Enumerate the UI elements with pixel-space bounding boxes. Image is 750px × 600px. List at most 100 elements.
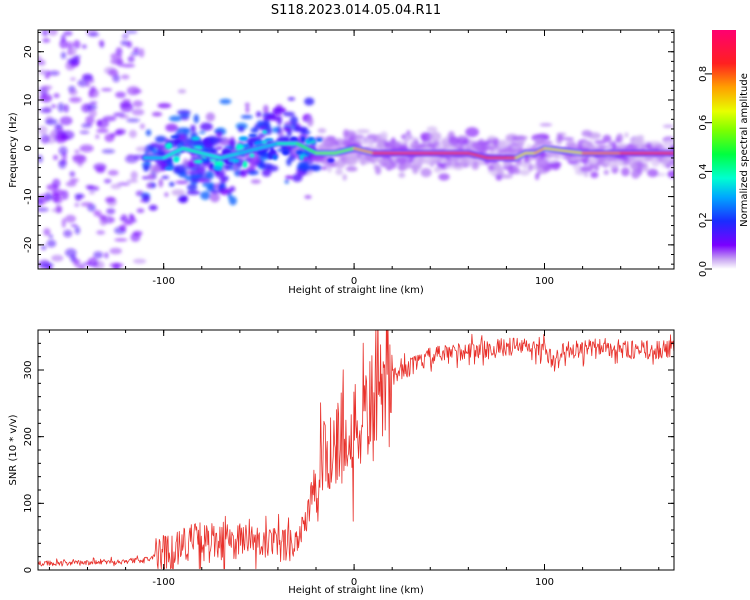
spectrogram-cell xyxy=(77,79,89,87)
spectrogram-cell xyxy=(110,58,124,65)
spectrogram-cell xyxy=(172,164,186,174)
spectrogram-cell xyxy=(378,141,385,151)
spectrogram-cell xyxy=(430,131,442,142)
spectrogram-cell xyxy=(456,136,470,146)
spectrogram-feature xyxy=(307,137,315,142)
spectrogram-cell xyxy=(245,106,250,113)
spectrogram-cell xyxy=(282,111,295,117)
spectrogram-cell xyxy=(146,182,152,189)
spectrogram-cell xyxy=(343,129,349,139)
spectrogram-cell xyxy=(38,59,46,66)
colorbar-tick-label: 0.4 xyxy=(698,163,709,179)
spectrogram-cell xyxy=(39,94,48,102)
spectrogram-cell xyxy=(588,163,595,170)
spectrogram-cell xyxy=(438,173,450,181)
spectrogram-cell xyxy=(631,136,644,147)
spectrogram-feature xyxy=(248,133,257,138)
spectrogram-cell xyxy=(654,144,664,148)
spectrogram-cell xyxy=(130,232,141,242)
spectrogram-cell xyxy=(210,189,220,194)
spectrogram-cell xyxy=(130,170,138,180)
spectrogram-cell xyxy=(205,170,214,180)
spectrogram-cell xyxy=(536,172,541,177)
spectrogram-cell xyxy=(43,228,51,236)
spectrogram-cell xyxy=(135,190,144,197)
spectrogram-cell xyxy=(187,159,196,168)
spectrogram-cell xyxy=(215,146,223,150)
spectrogram-cell xyxy=(123,221,133,226)
spectrogram-cell xyxy=(388,141,401,148)
spectrogram-cell xyxy=(85,115,95,125)
spectrogram-cell xyxy=(38,207,49,212)
spectrogram-cell xyxy=(171,189,185,196)
y-tick-label: 300 xyxy=(23,360,34,379)
spectrogram-cell xyxy=(519,169,530,176)
spectrogram-feature xyxy=(299,154,304,160)
spectrogram-cell xyxy=(58,146,68,156)
spectrogram-cell xyxy=(96,230,106,235)
spectrogram-cell xyxy=(250,127,259,134)
spectrogram-cell xyxy=(66,41,74,51)
colorbar-tick-label: 0.8 xyxy=(698,66,709,82)
chart-title: S118.2023.014.05.04.R11 xyxy=(271,3,441,18)
snr-ylabel: SNR (10 * v/v) xyxy=(8,414,19,485)
spectrogram-cell xyxy=(81,44,87,49)
spectrogram-cell xyxy=(101,149,115,154)
spectrogram-cell xyxy=(48,30,58,36)
spectrogram-feature xyxy=(296,149,304,156)
spectrogram-cell xyxy=(40,134,50,144)
spectrogram-cell xyxy=(126,40,133,49)
spectrogram-cell xyxy=(534,137,545,146)
spectrogram-cell xyxy=(42,38,51,43)
spectrogram-ridge-segment xyxy=(238,147,260,155)
spectrogram-cell xyxy=(205,112,216,122)
spectrogram-cell xyxy=(507,148,517,154)
spectrogram-cell xyxy=(369,136,374,146)
spectrogram-cell xyxy=(109,262,124,268)
spectrogram-cell xyxy=(136,208,145,214)
spectrogram-cell xyxy=(135,146,150,153)
spectrogram-cell xyxy=(284,179,289,184)
spectrogram-cell xyxy=(426,143,438,147)
spectrogram-cell xyxy=(568,157,582,161)
spectrogram-cell xyxy=(139,48,145,58)
spectrogram-cell xyxy=(636,163,646,168)
spectrogram-cell xyxy=(185,170,199,175)
spectrogram-cell xyxy=(103,178,112,184)
spectrogram-feature xyxy=(262,130,268,134)
spectrogram-cell xyxy=(410,137,419,141)
spectrogram-cell xyxy=(347,167,358,172)
spectrogram-cell xyxy=(110,132,116,138)
spectrogram-cell xyxy=(61,218,66,228)
spectrogram-cell xyxy=(63,30,73,36)
spectrogram-feature xyxy=(201,158,208,162)
spectrogram-cell xyxy=(139,123,145,130)
spectrogram-cell xyxy=(339,138,344,148)
spectrogram-cell xyxy=(406,164,414,169)
spectrogram-cell xyxy=(621,167,630,177)
spectrogram-cell xyxy=(75,263,84,269)
spectrogram-cell xyxy=(88,32,100,37)
spectrogram-cell xyxy=(528,163,533,172)
spectrogram-cell xyxy=(176,127,191,132)
spectrogram-cell xyxy=(41,85,53,90)
spectrogram-cell xyxy=(65,214,76,223)
spectrogram-cell xyxy=(413,155,427,165)
spectrogram-cell xyxy=(261,169,272,177)
spectrogram-cell xyxy=(148,204,158,211)
spectrogram-feature xyxy=(238,136,249,142)
y-tick-label: 20 xyxy=(23,45,34,58)
spectrogram-cell xyxy=(224,164,231,171)
spectrogram-cell xyxy=(53,154,58,161)
spectrogram-ridge xyxy=(141,130,674,171)
spectrogram-cell xyxy=(299,127,307,133)
spectrogram-cell xyxy=(667,170,674,179)
spectrogram-cell xyxy=(169,115,182,122)
spectrogram-cell xyxy=(465,127,479,138)
spectrogram-cell xyxy=(50,130,56,138)
spectrogram-cell xyxy=(165,123,178,132)
spectrogram-cell xyxy=(603,159,612,165)
